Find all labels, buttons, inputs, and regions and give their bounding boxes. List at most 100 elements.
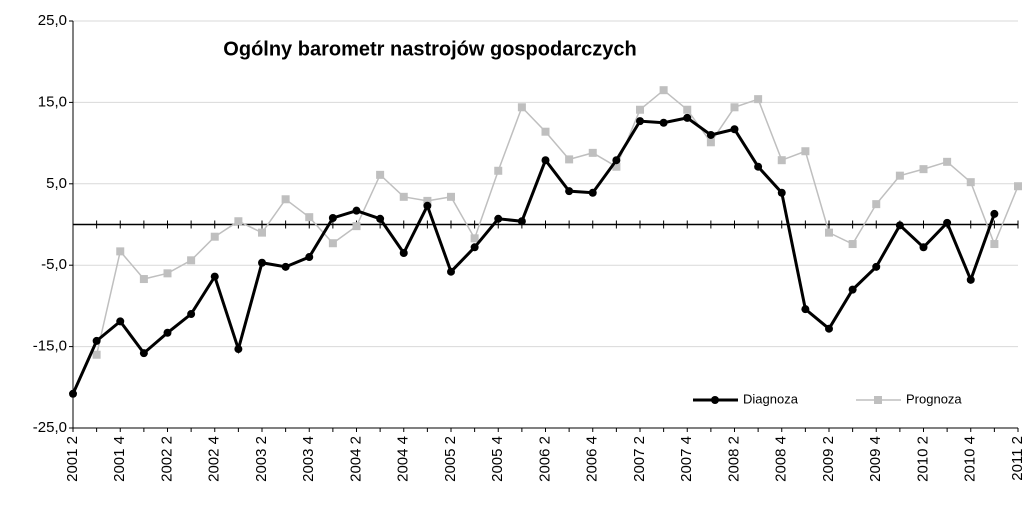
data-point [754, 95, 763, 104]
data-point [210, 232, 219, 241]
data-point [825, 228, 833, 237]
x-tick-label: 2003 4 [300, 436, 317, 482]
x-tick-label: 2005 4 [489, 436, 506, 482]
data-point [494, 166, 503, 175]
data-point [517, 217, 526, 226]
data-point [683, 105, 692, 114]
x-tick-label: 2006 2 [536, 436, 553, 482]
data-point [943, 218, 952, 227]
data-point [376, 214, 385, 223]
data-point [163, 269, 172, 278]
data-point [116, 317, 125, 326]
data-point [399, 192, 408, 201]
data-point [281, 195, 290, 204]
x-tick-label: 2004 2 [347, 436, 364, 482]
data-point [706, 130, 715, 139]
data-point [281, 262, 290, 271]
x-tick-label: 2002 4 [206, 436, 223, 482]
data-point [777, 188, 786, 197]
data-point [69, 389, 77, 398]
data-point [777, 156, 786, 165]
data-point [801, 147, 810, 156]
data-point [328, 239, 337, 248]
data-point [470, 234, 479, 243]
data-point [612, 156, 621, 165]
data-point [139, 349, 148, 358]
data-point [943, 157, 952, 166]
data-line [95, 89, 1019, 355]
y-tick-label: 5,0 [46, 175, 67, 192]
data-point [305, 253, 314, 262]
data-point [565, 155, 574, 164]
x-tick-label: 2006 4 [584, 436, 601, 482]
data-point [1014, 182, 1022, 191]
data-point [588, 188, 597, 197]
data-point [659, 86, 668, 95]
legend-marker [874, 396, 882, 404]
legend-label: Prognoza [906, 391, 962, 406]
data-point [494, 214, 503, 223]
data-point [872, 262, 881, 271]
x-tick-label: 2008 2 [725, 436, 742, 482]
data-point [636, 117, 644, 126]
data-point [447, 192, 455, 201]
data-point [92, 336, 101, 345]
legend-marker [711, 396, 719, 404]
data-point [541, 127, 550, 136]
x-tick-label: 2007 4 [678, 436, 695, 482]
y-tick-label: -25,0 [33, 419, 67, 436]
data-point [187, 256, 196, 265]
data-point [659, 118, 668, 127]
data-point [612, 162, 621, 171]
data-point [706, 138, 715, 147]
x-tick-label: 2001 4 [111, 436, 128, 482]
x-tick-label: 2010 2 [914, 436, 931, 482]
data-point [848, 285, 857, 294]
x-tick-label: 2009 2 [820, 436, 837, 482]
data-point [139, 275, 148, 284]
data-point [895, 221, 904, 230]
data-point [541, 156, 550, 165]
data-point [399, 248, 408, 257]
chart-title: Ogólny barometr nastrojów gospodarczych [223, 38, 636, 60]
x-tick-label: 2002 2 [158, 436, 175, 482]
data-point [919, 165, 928, 174]
data-point [234, 217, 243, 226]
data-point [258, 228, 266, 237]
y-tick-label: 25,0 [38, 12, 67, 29]
data-point [730, 125, 739, 134]
data-point [423, 196, 432, 205]
data-point [470, 243, 479, 252]
data-point [517, 103, 526, 112]
data-point [848, 240, 857, 249]
data-point [801, 305, 810, 314]
data-point [636, 105, 644, 114]
x-tick-label: 2007 2 [631, 436, 648, 482]
x-tick-label: 2001 2 [64, 436, 81, 482]
data-point [352, 222, 361, 231]
data-point [895, 171, 904, 180]
data-point [376, 170, 385, 179]
data-point [990, 240, 999, 249]
data-point [92, 350, 101, 359]
data-point [966, 178, 975, 187]
y-tick-label: -15,0 [33, 338, 67, 355]
x-tick-label: 2009 4 [867, 436, 884, 482]
y-tick-label: 15,0 [38, 93, 67, 110]
data-point [730, 103, 739, 112]
data-point [163, 328, 172, 337]
data-line [71, 116, 996, 395]
data-point [187, 310, 196, 319]
x-tick-label: 2005 2 [442, 436, 459, 482]
data-point [872, 200, 881, 209]
data-point [825, 324, 833, 333]
data-point [683, 113, 692, 122]
data-point [305, 213, 314, 222]
data-point [423, 201, 432, 210]
data-point [210, 272, 219, 281]
data-point [328, 213, 337, 222]
data-point [352, 206, 361, 215]
data-point [258, 258, 266, 267]
x-tick-label: 2010 4 [962, 436, 979, 482]
